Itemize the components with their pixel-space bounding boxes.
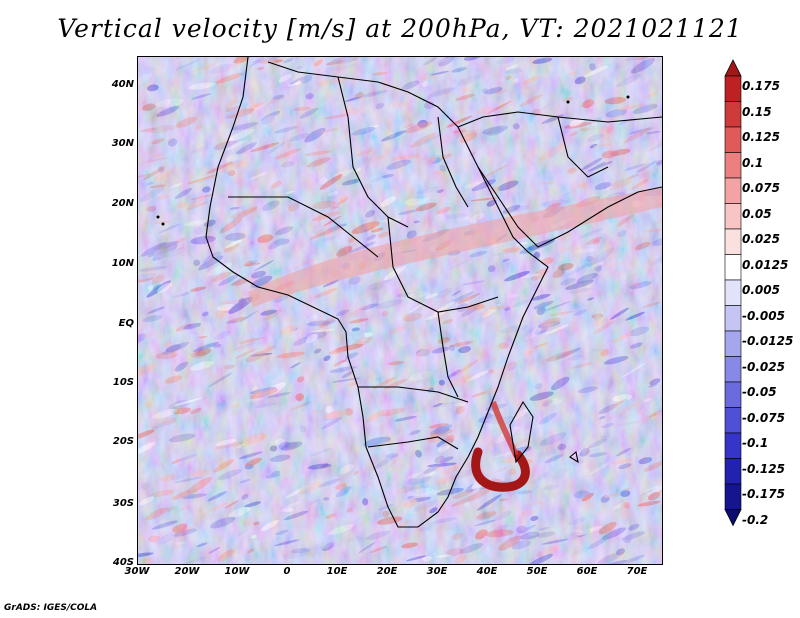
ascent-band [248, 187, 662, 307]
colorbar-label: -0.1 [742, 436, 769, 450]
lon-label-0: 0 [283, 566, 291, 577]
colorbar-segment [724, 279, 742, 306]
colorbar-label: 0.125 [742, 130, 780, 144]
colorbar-label: 0.075 [742, 181, 780, 195]
lon-label-10w: 10W [224, 566, 250, 577]
colorbar-label: 0.05 [742, 207, 772, 221]
colorbar-segment [724, 305, 742, 332]
colorbar-label: 0.025 [742, 232, 780, 246]
lon-label-40e: 40E [476, 566, 498, 577]
colorbar-label: -0.05 [742, 385, 777, 399]
colorbar-label: -0.075 [742, 411, 785, 425]
lat-label-eq: EQ [118, 318, 134, 329]
lat-label-30s: 30S [112, 498, 134, 509]
colorbar-segment [724, 432, 742, 459]
lat-label-20s: 20S [112, 436, 134, 447]
lat-label-40s: 40S [112, 557, 134, 568]
colorbar-label: -0.125 [742, 462, 785, 476]
colorbar-label: 0.175 [742, 79, 780, 93]
lon-label-50e: 50E [526, 566, 548, 577]
colorbar-segment [724, 152, 742, 179]
colorbar-segment [724, 254, 742, 281]
colorbar-label: -0.005 [742, 309, 785, 323]
islands [156, 95, 630, 226]
credit-text: GrADS: IGES/COLA [4, 603, 98, 613]
colorbar-label: -0.175 [742, 487, 785, 501]
lat-label-30n: 30N [111, 138, 134, 149]
colorbar-segment [724, 126, 742, 153]
lon-label-20e: 20E [376, 566, 398, 577]
colorbar-segment [724, 101, 742, 128]
colorbar-segment [724, 228, 742, 255]
velocity-field-map [137, 56, 663, 565]
colorbar-label: 0.15 [742, 105, 772, 119]
lon-label-30w: 30W [124, 566, 150, 577]
ascent-hook [471, 447, 530, 492]
lon-label-60e: 60E [576, 566, 598, 577]
colorbar-label: -0.2 [742, 513, 769, 527]
colorbar [724, 59, 742, 527]
coastlines [205, 57, 662, 528]
colorbar-label: -0.0125 [742, 334, 794, 348]
colorbar-segment [724, 356, 742, 383]
lon-label-20w: 20W [174, 566, 200, 577]
lat-label-10n: 10N [111, 258, 134, 269]
map-canvas [138, 57, 662, 564]
colorbar-label: 0.005 [742, 283, 780, 297]
colorbar-top-arrow [724, 59, 742, 77]
lat-label-10s: 10S [112, 377, 134, 388]
colorbar-label: -0.025 [742, 360, 785, 374]
colorbar-segment [724, 381, 742, 408]
colorbar-segment [724, 330, 742, 357]
colorbar-bottom-arrow [724, 509, 742, 527]
lon-label-10e: 10E [326, 566, 348, 577]
colorbar-label: 0.1 [742, 156, 764, 170]
colorbar-segment [724, 203, 742, 230]
map-title: Vertical velocity [m/s] at 200hPa, VT: 2… [57, 14, 743, 43]
lat-label-40n: 40N [111, 79, 134, 90]
colorbar-segment [724, 177, 742, 204]
lon-label-70e: 70E [626, 566, 648, 577]
lon-label-30e: 30E [426, 566, 448, 577]
lat-label-20n: 20N [111, 198, 134, 209]
colorbar-segment [724, 75, 742, 102]
colorbar-label: 0.0125 [742, 258, 789, 272]
colorbar-segment [724, 458, 742, 485]
colorbar-segment [724, 483, 742, 510]
colorbar-segment [724, 407, 742, 434]
